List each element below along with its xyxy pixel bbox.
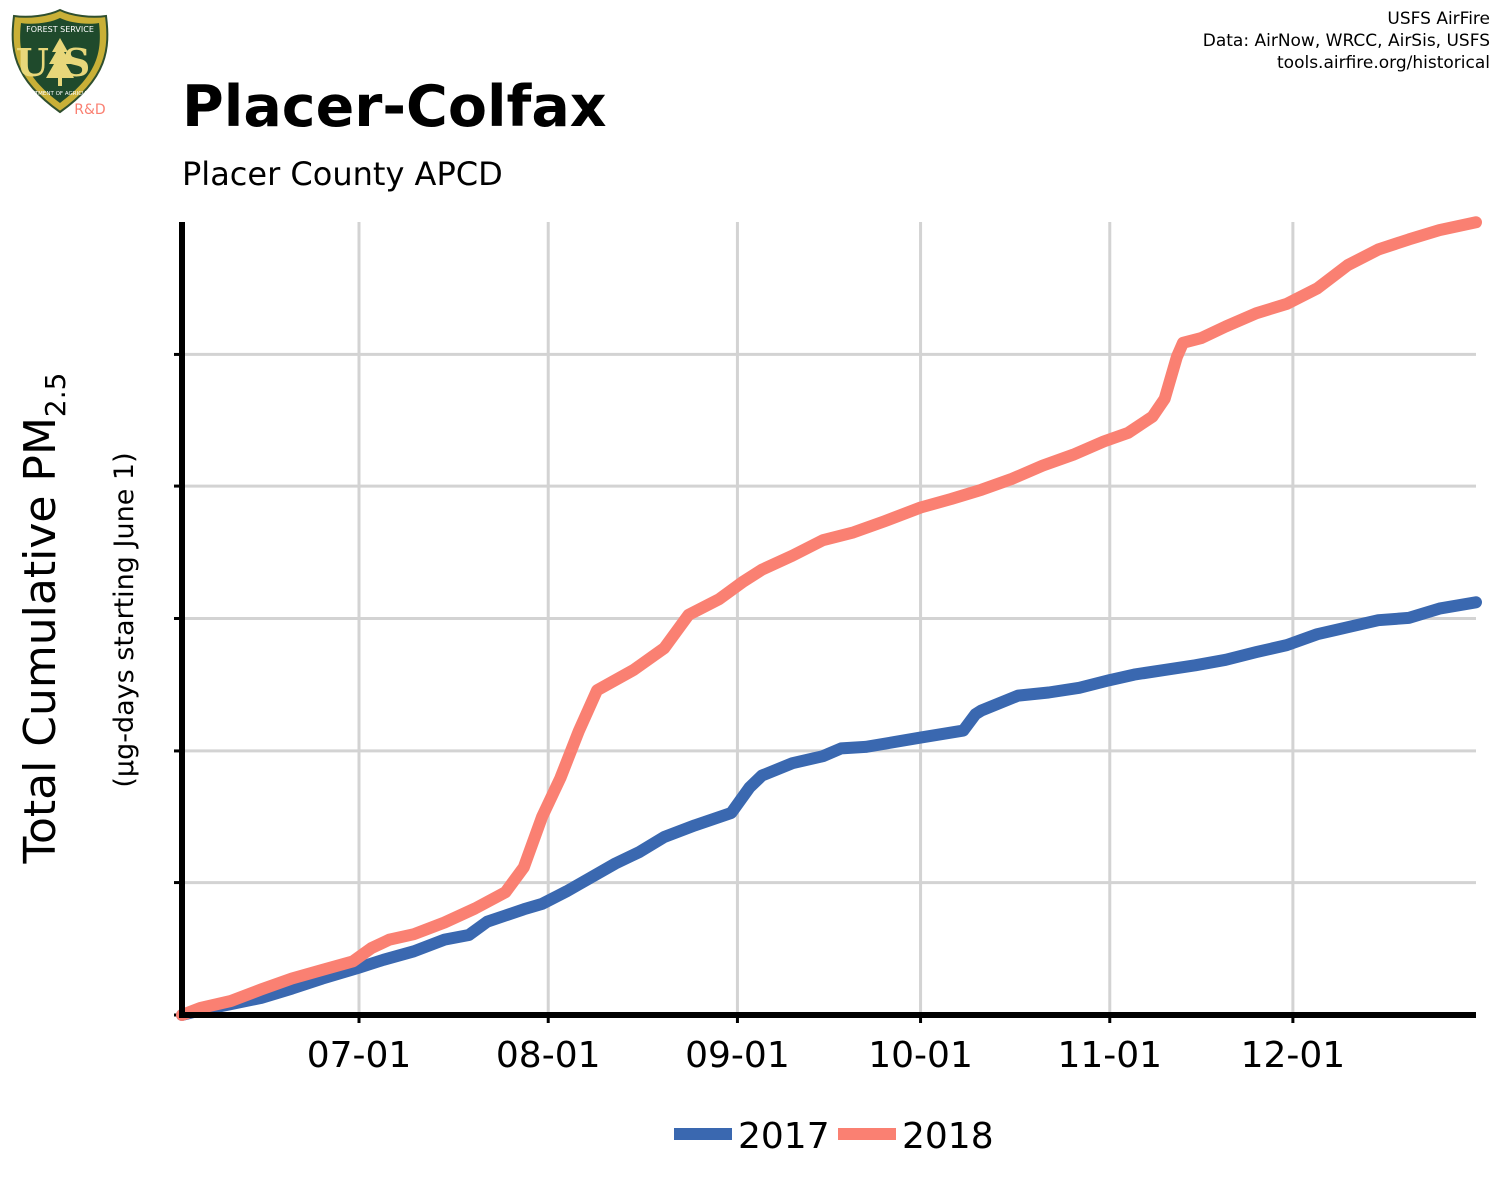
y-axis-label-subscript: 2.5 (39, 373, 72, 418)
x-tick-label: 10-01 (868, 1035, 973, 1076)
legend-label-2017: 2017 (738, 1116, 830, 1157)
logo-text-bottom: DEPARTMENT OF AGRICULTURE (17, 91, 104, 97)
x-tick-label: 09-01 (685, 1035, 790, 1076)
logo-text-top: FOREST SERVICE (26, 25, 94, 34)
y-axis-label: Total Cumulative PM2.5 (15, 373, 72, 865)
x-tick-label: 08-01 (496, 1035, 601, 1076)
credit-line: tools.airfire.org/historical (1277, 53, 1490, 73)
credit-line: USFS AirFire (1387, 9, 1490, 29)
series-line-2017 (176, 596, 1482, 1021)
series-lines (176, 216, 1482, 1021)
chart-title: Placer-Colfax (182, 74, 607, 140)
y-axis-sublabel: (µg-days starting June 1) (109, 452, 140, 787)
tree-icon (46, 38, 74, 78)
x-tick-labels: 07-01 08-01 09-01 10-01 11-01 12-01 (307, 1035, 1345, 1076)
x-tick-label: 12-01 (1241, 1035, 1346, 1076)
legend-label-2018: 2018 (902, 1116, 994, 1157)
legend: 2017 2018 (674, 1116, 994, 1157)
y-axis-labels: Total Cumulative PM2.5 (µg-days starting… (15, 373, 140, 865)
x-tick-label: 07-01 (307, 1035, 412, 1076)
logo-badge: R&D (74, 102, 105, 118)
x-tick-label: 11-01 (1057, 1035, 1162, 1076)
series-line-2018 (176, 216, 1482, 1021)
credit-line: Data: AirNow, WRCC, AirSis, USFS (1202, 31, 1490, 51)
usfs-shield-logo: FOREST SERVICE US DEPARTMENT OF AGRICULT… (11, 8, 109, 118)
y-axis-label-main: Total Cumulative PM (15, 417, 66, 864)
grid (174, 222, 1476, 1023)
axes (179, 222, 1476, 1018)
chart-subtitle: Placer County APCD (182, 155, 503, 193)
credits: USFS AirFire Data: AirNow, WRCC, AirSis,… (1203, 8, 1490, 74)
